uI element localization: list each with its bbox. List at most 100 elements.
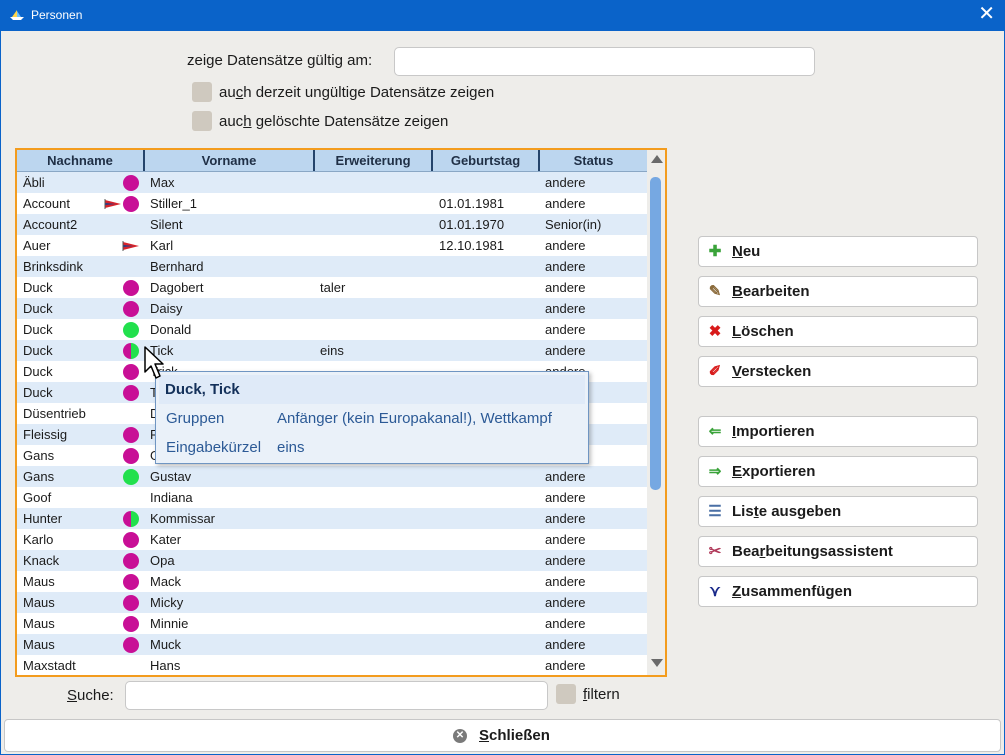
cell-status: andere [545,490,586,505]
cell-nachname: Duck [23,385,53,400]
cell-nachname: Äbli [23,175,45,190]
zusammenfuegen-button[interactable]: ⋎ Zusammenfügen [698,576,978,607]
scroll-thumb[interactable] [650,177,661,490]
table-row[interactable]: Karlo Kater andere [17,529,647,550]
loeschen-button[interactable]: ✖ Löschen [698,316,978,347]
edit-icon: ✎ [708,283,722,300]
plus-icon: ✚ [708,243,722,260]
cell-nachname: Hunter [23,511,63,526]
table-row[interactable]: Duck Daisy andere [17,298,647,319]
table-row[interactable]: Duck Tick eins andere [17,340,647,361]
cell-nachname: Duck [23,343,53,358]
table-row[interactable]: Maus Micky andere [17,592,647,613]
wizard-icon: ✂ [708,543,722,560]
cell-nachname: Account2 [23,217,78,232]
search-input[interactable] [125,681,548,710]
status-dot-icon [123,553,139,569]
status-dot-icon [123,343,139,359]
cell-nachname: Goof [23,490,52,505]
table-row[interactable]: Hunter Kommissar andere [17,508,647,529]
cell-nachname: Brinksdink [23,259,83,274]
table-row[interactable]: Knack Opa andere [17,550,647,571]
table-row[interactable]: Äbli Max andere [17,172,647,193]
close-window-icon[interactable]: ✕ [978,3,995,25]
tooltip-value-eingabekuerzel: eins [277,439,305,456]
cell-vorname: Micky [150,595,184,610]
scroll-up-icon[interactable] [651,155,663,163]
app-icon [10,10,24,20]
cell-nachname: Düsentrieb [23,406,86,421]
invalid-records-label: auch derzeit ungültige Datensätze zeigen [219,84,495,101]
table-row[interactable]: Maxstadt Hans andere [17,655,647,675]
cell-nachname: Maxstadt [23,658,76,673]
status-dot-icon [123,448,139,464]
cell-vorname: Mack [150,574,182,589]
bearbeiten-button[interactable]: ✎ Bearbeiten [698,276,978,307]
cell-vorname: Dagobert [150,280,204,295]
delete-icon: ✖ [708,323,722,340]
table-row[interactable]: Account2 Silent 01.01.1970 Senior(in) [17,214,647,235]
bearbeitungsassistent-button[interactable]: ✂ Bearbeitungsassistent [698,536,978,567]
deleted-records-label: auch gelöschte Datensätze zeigen [219,113,449,130]
filter-checkbox[interactable] [556,684,576,704]
liste-ausgeben-button[interactable]: ☰ Liste ausgeben [698,496,978,527]
cell-vorname: Karl [150,238,174,253]
column-header-geburtstag[interactable]: Geburtstag [433,150,540,171]
table-row[interactable]: Goof Indiana andere [17,487,647,508]
cell-vorname: Indiana [150,490,193,505]
cell-vorname: Opa [150,553,175,568]
table-row[interactable]: Brinksdink Bernhard andere [17,256,647,277]
column-header-nachname[interactable]: Nachname [17,150,145,171]
status-dot-icon [123,469,139,485]
status-dot-icon [123,574,139,590]
cell-status: andere [545,532,586,547]
scroll-down-icon[interactable] [651,659,663,667]
table-row[interactable]: Maus Minnie andere [17,613,647,634]
cell-status: andere [545,553,586,568]
cell-nachname: Duck [23,301,53,316]
vertical-scrollbar[interactable] [647,150,665,675]
deleted-records-checkbox[interactable] [192,111,212,131]
tooltip-key-eingabekuerzel: Eingabekürzel [166,439,262,456]
tooltip-title: Duck, Tick [159,375,585,404]
column-header-vorname[interactable]: Vorname [145,150,315,171]
cell-geburtstag: 01.01.1970 [439,217,505,232]
cell-status: andere [545,469,586,484]
status-dot-icon [123,196,139,212]
club-flag-icon [122,241,139,251]
close-circle-icon: ✕ [453,729,467,743]
close-button[interactable]: ✕ Schließen [4,719,1001,752]
table-row[interactable]: Duck Dagobert taler andere [17,277,647,298]
club-flag-icon [104,199,121,209]
status-dot-icon [123,595,139,611]
table-row[interactable]: Gans Gustav andere [17,466,647,487]
cell-vorname: Max [150,175,175,190]
cell-status: andere [545,259,586,274]
exportieren-button[interactable]: ⇒ Exportieren [698,456,978,487]
cell-status: andere [545,511,586,526]
date-input[interactable] [394,47,815,76]
verstecken-button[interactable]: ✐ Verstecken [698,356,978,387]
cell-vorname: Minnie [150,616,189,631]
table-row[interactable]: Duck Donald andere [17,319,647,340]
neu-button[interactable]: ✚ Neu [698,236,978,267]
invalid-records-checkbox[interactable] [192,82,212,102]
status-dot-icon [123,301,139,317]
cell-erweiterung: eins [320,343,344,358]
importieren-button[interactable]: ⇐ Importieren [698,416,978,447]
cell-nachname: Maus [23,574,55,589]
table-row[interactable]: Maus Muck andere [17,634,647,655]
status-dot-icon [123,637,139,653]
column-header-status[interactable]: Status [573,153,614,168]
table-row[interactable]: Maus Mack andere [17,571,647,592]
cell-status: andere [545,238,586,253]
column-header-erweiterung[interactable]: Erweiterung [315,150,433,171]
title-bar: Personen ✕ [0,0,1005,31]
export-icon: ⇒ [708,463,722,480]
table-row[interactable]: Account Stiller_1 01.01.1981 andere [17,193,647,214]
cell-status: andere [545,301,586,316]
button-label: Bearbeitungsassistent [732,543,893,560]
cell-nachname: Duck [23,280,53,295]
table-row[interactable]: Auer Karl 12.10.1981 andere [17,235,647,256]
status-dot-icon [123,364,139,380]
